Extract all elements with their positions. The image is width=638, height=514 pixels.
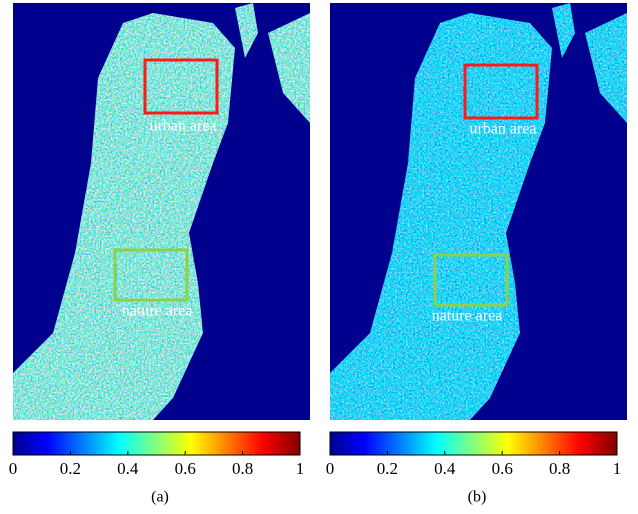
annotation: urban area	[149, 118, 216, 135]
colorbar-tick-label: 0.2	[60, 459, 81, 478]
caption: (b)	[468, 489, 487, 506]
figure: urban areanature area00.20.40.60.81(a)ur…	[0, 0, 638, 514]
panel: urban area nature area 0 0.2 0.4 0.6 0.8 1 (b)	[326, 3, 627, 506]
colorbar-tick-label: 0.8	[549, 459, 570, 478]
caption: (a)	[151, 489, 169, 506]
annotation: nature area	[432, 308, 503, 325]
colorbar-tick-label: 1	[296, 459, 305, 478]
colorbar-tick-label: 0	[326, 459, 335, 478]
colorbar-tick-label: 0.2	[377, 459, 398, 478]
colorbar-tick-label: 0.4	[117, 459, 139, 478]
annotation: nature area	[122, 303, 193, 320]
colorbar-tick-label: 0.8	[232, 459, 253, 478]
colorbar-tick-label: 0.6	[175, 459, 196, 478]
colorbar-tick-label: 0.6	[492, 459, 513, 478]
colorbar	[330, 432, 617, 455]
annotation: urban area	[469, 121, 536, 138]
colorbar	[13, 432, 300, 455]
colorbar-tick-label: 0.4	[434, 459, 456, 478]
panel: urban area nature area 0 0.2 0.4 0.6 0.8 1 (a)	[9, 3, 310, 506]
colorbar-tick-label: 0	[9, 459, 18, 478]
colorbar-tick-label: 1	[613, 459, 622, 478]
